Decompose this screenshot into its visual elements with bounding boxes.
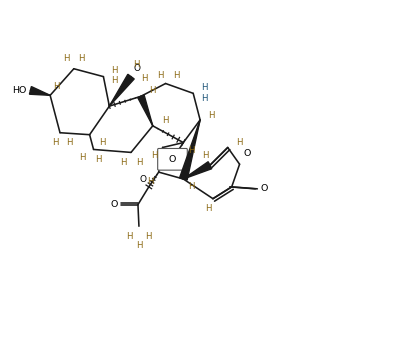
Text: H: H — [133, 60, 140, 69]
Polygon shape — [30, 87, 50, 95]
Text: O: O — [260, 184, 268, 193]
Text: H: H — [163, 116, 169, 125]
Text: H: H — [149, 86, 155, 95]
Text: H: H — [148, 177, 154, 186]
Text: H: H — [188, 146, 195, 155]
Text: H: H — [100, 138, 106, 147]
Text: H: H — [67, 138, 73, 147]
Text: H: H — [52, 138, 58, 147]
Polygon shape — [138, 95, 153, 126]
Text: H: H — [126, 232, 132, 241]
Text: H: H — [136, 241, 142, 250]
Text: H: H — [111, 66, 118, 75]
Text: O: O — [140, 176, 147, 185]
Text: H: H — [79, 153, 85, 162]
Text: O: O — [169, 155, 176, 164]
Text: HO: HO — [12, 86, 26, 95]
Text: O: O — [244, 149, 251, 158]
Text: H: H — [157, 71, 164, 80]
Text: H: H — [146, 232, 152, 241]
Text: H: H — [63, 54, 69, 64]
Text: H: H — [136, 158, 142, 167]
Text: H: H — [236, 138, 242, 147]
Text: H: H — [201, 94, 208, 103]
Polygon shape — [180, 120, 200, 180]
Text: H: H — [141, 74, 148, 83]
Text: H: H — [95, 155, 102, 164]
FancyBboxPatch shape — [158, 149, 187, 170]
Text: O: O — [111, 200, 118, 209]
Text: H: H — [173, 71, 180, 80]
Text: H: H — [201, 83, 208, 92]
Polygon shape — [109, 74, 134, 106]
Text: O: O — [133, 64, 140, 73]
Text: H: H — [151, 151, 158, 160]
Text: H: H — [202, 151, 208, 160]
Text: H: H — [78, 54, 85, 64]
Text: H: H — [208, 111, 214, 120]
Text: H: H — [120, 158, 126, 167]
Polygon shape — [183, 162, 212, 179]
Text: H: H — [111, 76, 118, 85]
Text: H: H — [205, 204, 211, 213]
Text: H: H — [188, 182, 195, 191]
Text: H: H — [53, 82, 60, 91]
